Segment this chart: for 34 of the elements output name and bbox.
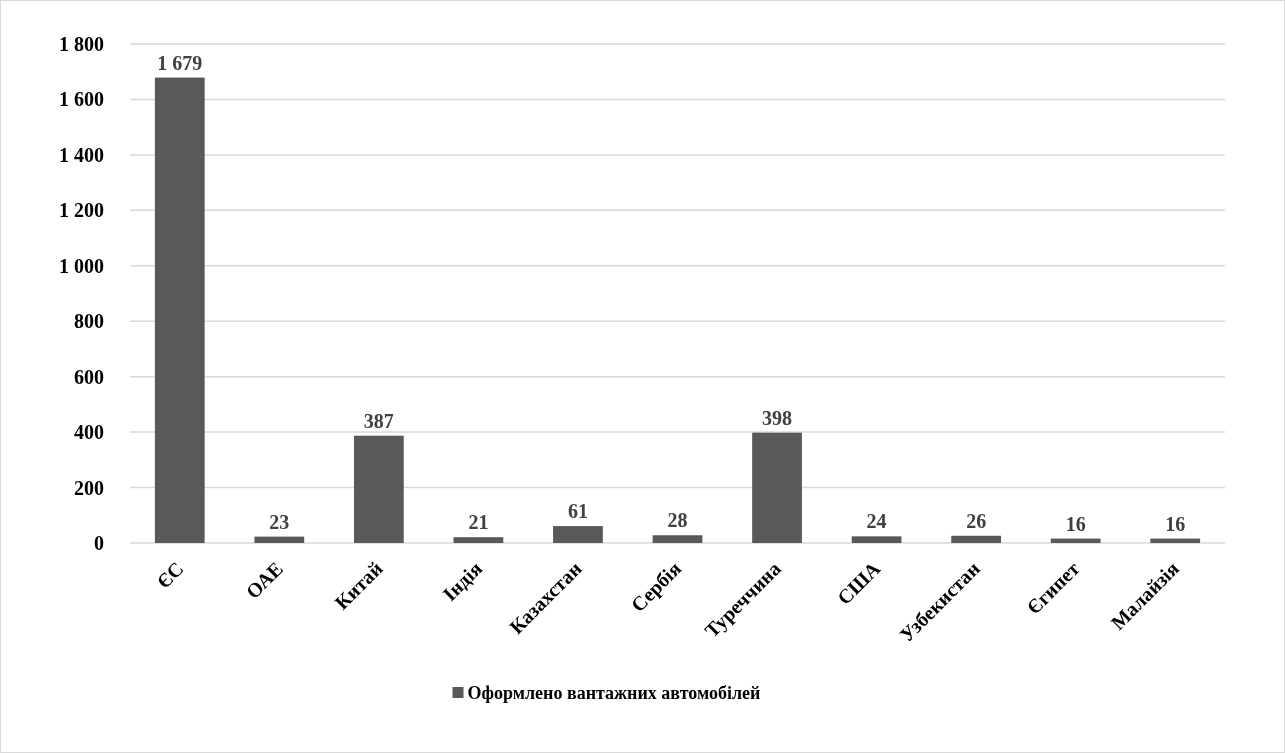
data-label: 387 xyxy=(363,409,394,432)
bar xyxy=(154,77,205,543)
bar xyxy=(851,536,902,543)
data-label: 24 xyxy=(866,510,887,533)
bar xyxy=(652,535,703,543)
y-tick-label: 600 xyxy=(74,365,104,388)
y-tick-label: 1 000 xyxy=(59,254,104,277)
legend-label: Оформлено вантажних автомобілей xyxy=(467,683,761,704)
data-label: 28 xyxy=(667,509,688,532)
data-label: 398 xyxy=(762,406,793,429)
y-tick-label: 1 400 xyxy=(59,143,104,166)
data-label: 26 xyxy=(966,509,987,532)
data-label: 23 xyxy=(269,510,290,533)
bar xyxy=(553,526,603,543)
data-label: 1 679 xyxy=(157,51,203,74)
y-tick-label: 1 200 xyxy=(59,199,104,222)
data-label: 16 xyxy=(1065,512,1086,535)
x-tick-label: ЄС xyxy=(152,557,188,593)
bar xyxy=(752,432,802,543)
bar xyxy=(951,535,1002,543)
data-label: 21 xyxy=(468,511,489,534)
data-label: 61 xyxy=(567,500,588,523)
bar xyxy=(1150,538,1201,543)
bar xyxy=(1050,538,1101,543)
bar xyxy=(353,435,404,543)
bar xyxy=(254,536,305,543)
bar xyxy=(453,537,504,543)
y-tick-label: 800 xyxy=(74,310,104,333)
y-tick-label: 0 xyxy=(94,532,104,554)
data-label: 16 xyxy=(1165,512,1186,535)
y-tick-label: 1 600 xyxy=(59,88,104,111)
y-tick-label: 400 xyxy=(74,421,104,444)
y-tick-label: 1 800 xyxy=(59,33,104,55)
y-tick-label: 200 xyxy=(74,476,104,499)
